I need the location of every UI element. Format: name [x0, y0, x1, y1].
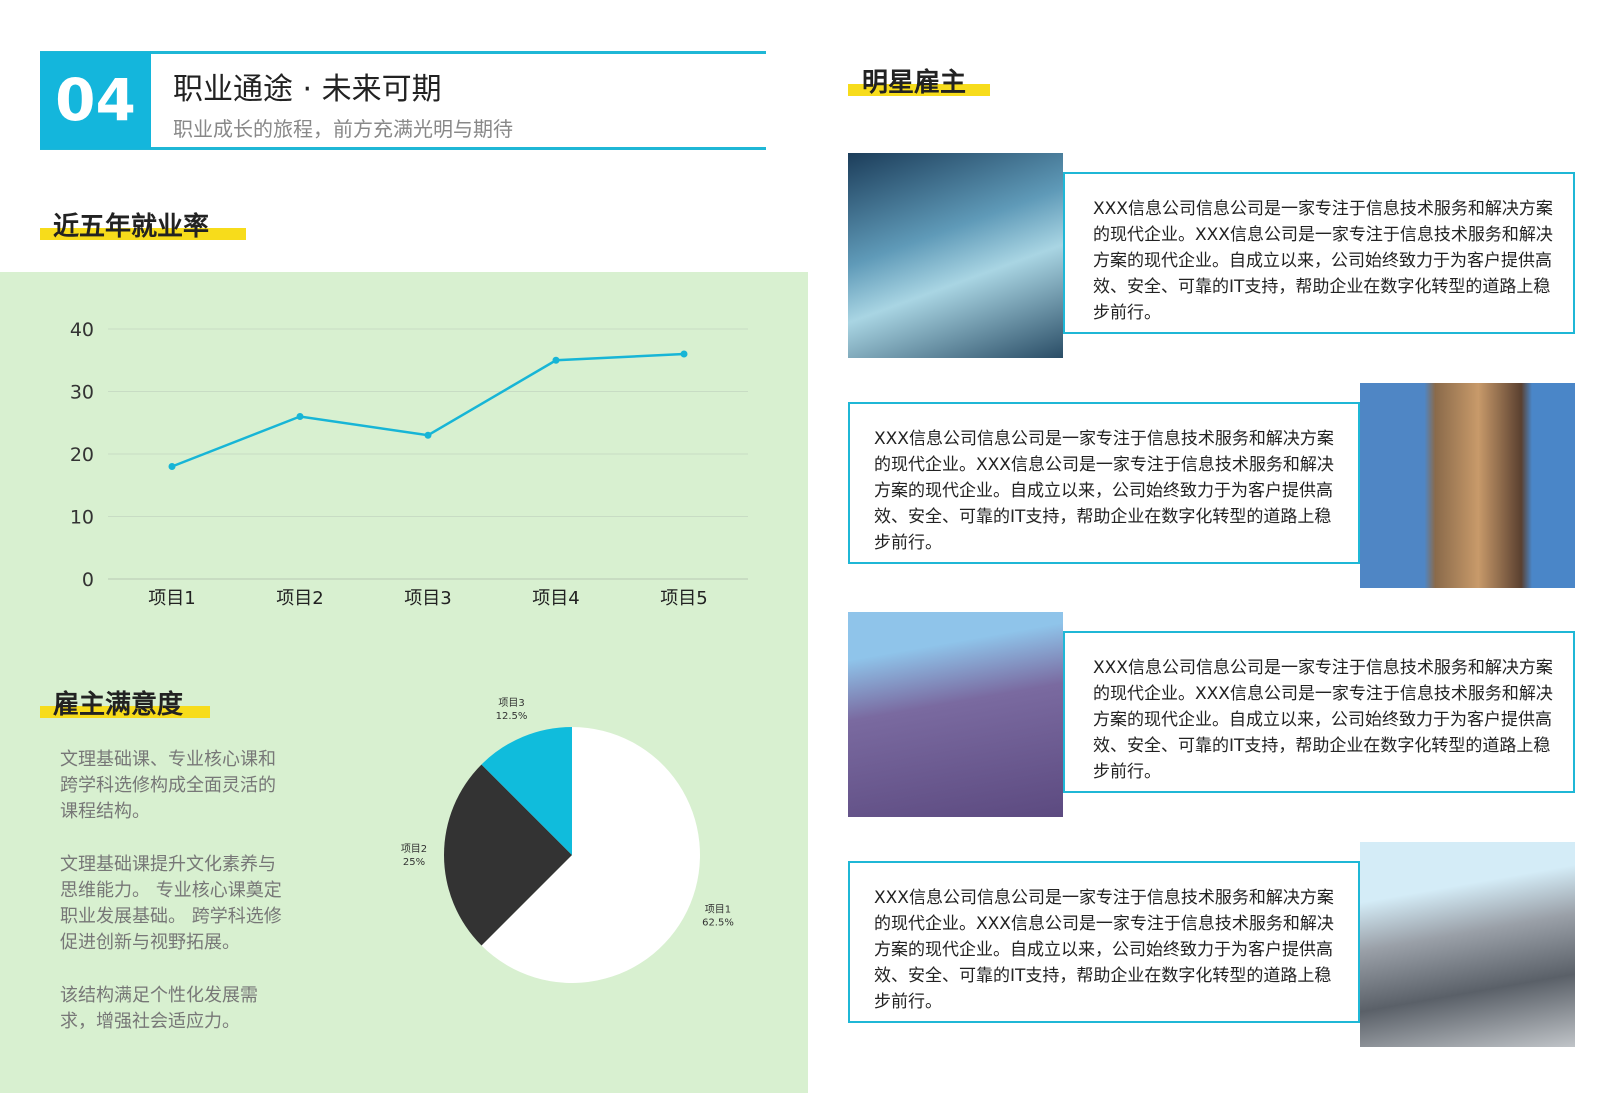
point [680, 350, 688, 358]
highlight [848, 84, 990, 96]
point [424, 431, 432, 439]
pie-value-label: 12.5% [496, 711, 528, 722]
paragraph: 文理基础课提升文化素养与思维能力。 专业核心课奠定职业发展基础。 跨学科选修促进… [60, 854, 282, 953]
pie-label: 项目1 [705, 903, 731, 915]
pie-value-label: 25% [403, 857, 425, 868]
employer-text: XXX信息公司信息公司是一家专注于信息技术服务和解决方案的现代企业。XXX信息公… [874, 429, 1334, 553]
line [171, 352, 685, 468]
y-tick-label: 20 [70, 444, 94, 466]
x-tick-label: 项目5 [660, 588, 707, 609]
y-tick-label: 30 [70, 382, 94, 404]
building-image [848, 153, 1063, 358]
pie-value-label: 62.5% [702, 917, 734, 928]
y-tick-label: 10 [70, 507, 94, 529]
employer-text: XXX信息公司信息公司是一家专注于信息技术服务和解决方案的现代企业。XXX信息公… [874, 888, 1334, 1012]
section-title: 雇主满意度 [53, 690, 184, 720]
point [168, 463, 176, 470]
employer-text: XXX信息公司信息公司是一家专注于信息技术服务和解决方案的现代企业。XXX信息公… [1093, 199, 1553, 323]
pie-slice [481, 727, 700, 983]
rule [40, 147, 766, 150]
point [296, 413, 304, 420]
section-number: 04 [40, 52, 151, 149]
pie-slice [481, 727, 572, 855]
employer-card: XXX信息公司信息公司是一家专注于信息技术服务和解决方案的现代企业。XXX信息公… [1063, 172, 1575, 334]
highlight [40, 228, 246, 240]
y-tick-label: 0 [82, 569, 94, 591]
x-tick-label: 项目2 [276, 588, 323, 609]
title: 职业通途 · 未来可期 [173, 72, 442, 107]
x-tick-label: 项目1 [148, 588, 195, 609]
building-image [848, 612, 1063, 817]
subtitle: 职业成长的旅程，前方充满光明与期待 [173, 117, 513, 141]
paragraph: 该结构满足个性化发展需求，增强社会适应力。 [60, 985, 258, 1032]
building-image [1360, 383, 1575, 588]
section-title: 明星雇主 [862, 68, 967, 98]
section-title: 近五年就业率 [53, 212, 210, 242]
pie-label: 项目2 [401, 843, 427, 855]
pie-slice [444, 764, 572, 946]
point [552, 356, 560, 364]
employer-card: XXX信息公司信息公司是一家专注于信息技术服务和解决方案的现代企业。XXX信息公… [848, 402, 1360, 564]
pie-label: 项目3 [498, 697, 524, 709]
x-tick-label: 项目3 [404, 588, 451, 609]
employer-card: XXX信息公司信息公司是一家专注于信息技术服务和解决方案的现代企业。XXX信息公… [1063, 631, 1575, 793]
building-image [1360, 842, 1575, 1047]
rule [40, 51, 766, 54]
employer-card: XXX信息公司信息公司是一家专注于信息技术服务和解决方案的现代企业。XXX信息公… [848, 861, 1360, 1023]
y-tick-label: 40 [70, 319, 94, 341]
paragraph: 文理基础课、专业核心课和跨学科选修构成全面灵活的课程结构。 [60, 749, 276, 822]
employer-text: XXX信息公司信息公司是一家专注于信息技术服务和解决方案的现代企业。XXX信息公… [1093, 658, 1553, 782]
green-panel [0, 272, 808, 1093]
x-tick-label: 项目4 [532, 588, 579, 609]
highlight [40, 706, 210, 718]
